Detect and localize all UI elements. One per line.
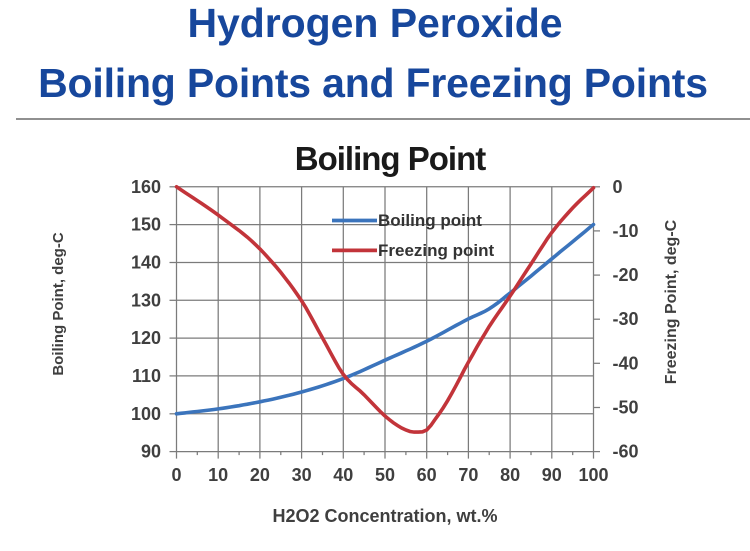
svg-text:Boiling point: Boiling point (378, 211, 482, 230)
svg-text:Boiling Point: Boiling Point (295, 140, 486, 177)
svg-text:100: 100 (578, 465, 608, 485)
svg-text:10: 10 (208, 465, 228, 485)
svg-text:150: 150 (131, 215, 161, 235)
svg-text:70: 70 (458, 465, 478, 485)
svg-text:Freezing Point, deg-C: Freezing Point, deg-C (663, 219, 680, 384)
svg-text:130: 130 (131, 290, 161, 310)
svg-text:20: 20 (250, 465, 270, 485)
svg-text:-60: -60 (613, 442, 639, 462)
svg-text:90: 90 (141, 442, 161, 462)
svg-text:-40: -40 (613, 353, 639, 373)
svg-text:Freezing point: Freezing point (378, 241, 495, 260)
svg-text:H2O2 Concentration, wt.%: H2O2 Concentration, wt.% (272, 506, 497, 526)
svg-text:-20: -20 (613, 265, 639, 285)
svg-text:140: 140 (131, 253, 161, 273)
svg-text:Boiling Point, deg-C: Boiling Point, deg-C (50, 232, 67, 375)
svg-text:110: 110 (132, 366, 161, 386)
svg-text:-50: -50 (613, 398, 639, 418)
svg-text:50: 50 (375, 465, 395, 485)
svg-text:80: 80 (500, 465, 520, 485)
svg-text:100: 100 (131, 404, 161, 424)
svg-text:160: 160 (131, 177, 161, 197)
svg-text:90: 90 (542, 465, 562, 485)
svg-text:-30: -30 (613, 309, 639, 329)
svg-text:60: 60 (417, 465, 437, 485)
svg-text:40: 40 (333, 465, 353, 485)
svg-text:-10: -10 (613, 221, 639, 241)
svg-text:30: 30 (292, 465, 312, 485)
svg-text:0: 0 (613, 177, 623, 197)
svg-text:0: 0 (171, 465, 181, 485)
svg-text:120: 120 (131, 328, 161, 348)
